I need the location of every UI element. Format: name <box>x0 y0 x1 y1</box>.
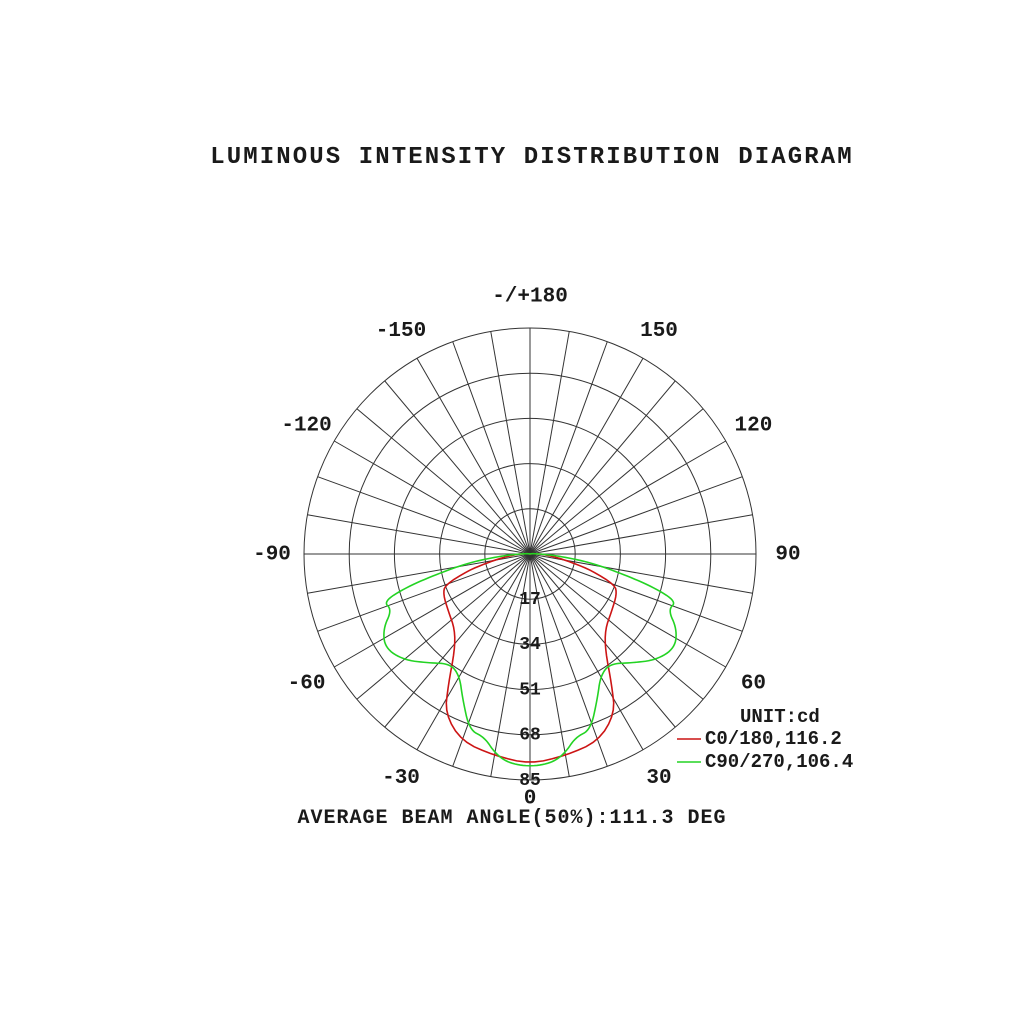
svg-text:30: 30 <box>646 767 671 790</box>
svg-text:120: 120 <box>735 415 773 438</box>
svg-text:-90: -90 <box>253 544 291 567</box>
svg-text:-120: -120 <box>281 415 331 438</box>
svg-text:68: 68 <box>519 726 541 746</box>
svg-text:-30: -30 <box>382 767 420 790</box>
svg-text:34: 34 <box>519 635 541 655</box>
svg-text:90: 90 <box>775 544 800 567</box>
svg-text:-60: -60 <box>288 673 326 696</box>
svg-text:-/+180: -/+180 <box>492 286 568 309</box>
svg-text:17: 17 <box>519 590 541 610</box>
svg-text:150: 150 <box>640 320 678 343</box>
svg-text:C90/270,106.4: C90/270,106.4 <box>705 751 853 773</box>
svg-text:UNIT:cd: UNIT:cd <box>740 706 820 728</box>
svg-text:51: 51 <box>519 680 541 700</box>
svg-text:60: 60 <box>741 673 766 696</box>
svg-text:85: 85 <box>519 771 541 791</box>
svg-text:-150: -150 <box>376 320 426 343</box>
svg-text:C0/180,116.2: C0/180,116.2 <box>705 728 842 750</box>
